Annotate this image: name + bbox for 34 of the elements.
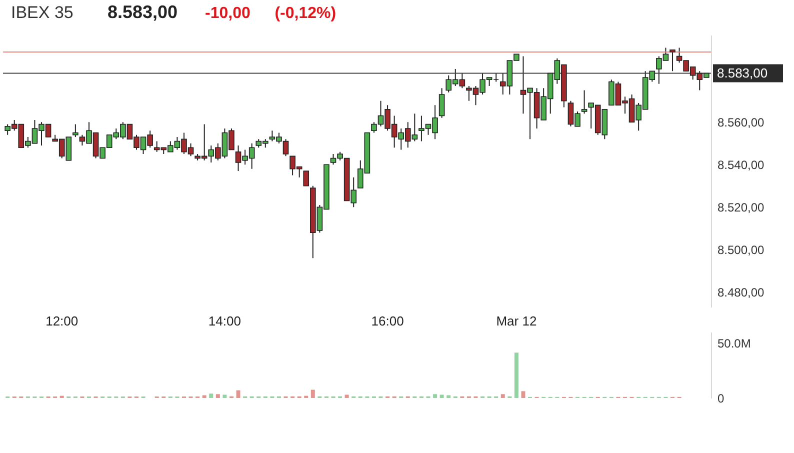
x-tick-label: 14:00 [208, 314, 241, 328]
y-tick-label: 8.520,00 [718, 200, 765, 215]
candlestick [303, 170, 310, 186]
x-tick-label: 12:00 [46, 314, 78, 328]
y-tick-label: 8.560,00 [718, 116, 765, 130]
chart-title: IBEX 35 [11, 3, 74, 22]
bar [209, 394, 214, 398]
candlestick [581, 90, 588, 114]
y-tick-label: 50.0M [718, 336, 751, 350]
bar [521, 391, 526, 398]
candlestick [670, 49, 676, 72]
bar [236, 390, 240, 398]
text: -10,00 [205, 5, 250, 22]
candlestick [72, 124, 78, 138]
candlestick [438, 88, 445, 118]
bar [440, 394, 444, 398]
bar [514, 352, 518, 398]
bar [500, 394, 505, 398]
y-tick-label: 8.480,00 [718, 286, 765, 300]
bar [446, 395, 451, 398]
bar [310, 390, 315, 398]
x-tick-label: 16:00 [371, 314, 404, 328]
bar [202, 395, 206, 398]
text: 8.583,00 [108, 2, 178, 22]
bar [433, 394, 438, 398]
bar [344, 394, 349, 398]
bar [222, 394, 227, 398]
y-tick-label: 8.540,00 [718, 158, 765, 172]
bar [216, 394, 220, 398]
ref-line-label: 8.583,00 [717, 65, 768, 80]
text: (-0,12%) [274, 5, 336, 22]
x-tick-label: Mar 12 [496, 314, 537, 328]
y-tick-label: 0 [718, 392, 724, 406]
y-tick-label: 8.500,00 [718, 243, 765, 258]
